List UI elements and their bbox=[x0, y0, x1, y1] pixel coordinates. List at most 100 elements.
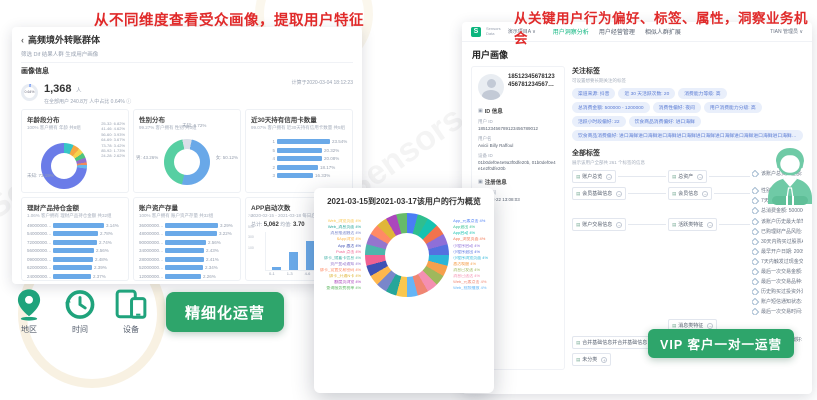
headline-left: 从不同维度查看受众画像，提取用户特征 bbox=[94, 13, 364, 29]
tree-leaf: 最后一次交易时间: 2020-03-09 19:25:09 bbox=[752, 308, 803, 315]
followed-tags: 渠道来源: 抖音近 30 天活跃次数: 20 消费能力等级: 高总消费金额: 50… bbox=[572, 88, 803, 141]
tree-leaf-label: 已购理财产品风险: 中级 bbox=[761, 229, 803, 235]
bar-label: 5 bbox=[272, 147, 275, 153]
tree-node: ▤ 会员基础信息 − bbox=[572, 187, 627, 200]
refined-operation-badge[interactable]: 精细化运营 bbox=[166, 292, 284, 332]
x-tick: 1-3 bbox=[286, 271, 293, 276]
device-icon bbox=[115, 288, 147, 321]
behavior-label: Web_元素点击 4% bbox=[453, 280, 487, 285]
tree-leaf-label: 总消费金额: 500000 - 1200000 bbox=[761, 208, 803, 214]
bar-row: 4 20.08% bbox=[251, 156, 347, 161]
bar bbox=[53, 239, 97, 245]
tree-row: ▤ 未分类 + bbox=[572, 353, 803, 366]
hbar-chart: 36000000… 3.29% 48000000… 3.22% 90000000… 2.5… bbox=[139, 222, 235, 279]
collapse-icon[interactable]: − bbox=[702, 190, 709, 197]
device-label: 设备 bbox=[123, 325, 139, 334]
tag-icon bbox=[752, 238, 760, 245]
bar-label: 49000000… bbox=[27, 222, 51, 228]
tag-icon bbox=[752, 187, 760, 194]
bar-row: 5 20.32% bbox=[251, 147, 347, 153]
collapse-icon[interactable]: − bbox=[616, 190, 623, 197]
tab-相似人群扩展[interactable]: 相似人群扩展 bbox=[644, 30, 681, 36]
bar bbox=[165, 231, 217, 236]
bar-value: 20.32% bbox=[324, 147, 340, 153]
bar-row: 72000000… 2.74% bbox=[27, 239, 123, 245]
collapse-icon[interactable]: − bbox=[697, 173, 704, 180]
folder-icon: ▤ bbox=[576, 339, 581, 345]
tag-icon bbox=[752, 308, 760, 315]
bar-label: 90000000… bbox=[139, 239, 163, 245]
dimension-location: 地区 bbox=[10, 288, 48, 335]
tag-pill: 饮食商品消费偏好: 进口海鲜进口海鲜进口海鲜进口海鲜进口海鲜进口海鲜进口海鲜进口… bbox=[572, 130, 803, 141]
bar-value: 2.26% bbox=[203, 273, 216, 279]
tree-connector bbox=[719, 224, 750, 225]
bar-label: 4 bbox=[272, 156, 275, 161]
collapse-icon[interactable]: − bbox=[606, 173, 613, 180]
behavior-label: 额度页浏览 4% bbox=[334, 280, 362, 285]
bar-row: 49000000… 3.14% bbox=[27, 222, 123, 228]
bar-label: 54000000… bbox=[27, 231, 51, 236]
headline-right: 从关键用户行为偏好、标签、属性，洞察业务机会 bbox=[514, 11, 808, 46]
avg-value: 3.70 bbox=[292, 222, 305, 228]
bar bbox=[277, 164, 318, 170]
expand-icon[interactable]: + bbox=[601, 356, 608, 363]
audience-count: 1,368 bbox=[44, 83, 72, 95]
behavior-label: 消息已送达 4% bbox=[453, 274, 481, 279]
field-label: 设备 ID bbox=[478, 152, 493, 158]
folder-icon: ▤ bbox=[576, 190, 581, 196]
project-selector[interactable]: 演示项目A ∨ bbox=[507, 29, 536, 35]
bar-row: 54000000… 2.78% bbox=[27, 231, 123, 236]
behavior-label: 激活唤醒 4% bbox=[453, 261, 477, 266]
y-tick: 700 bbox=[248, 214, 254, 218]
behavior-label: Web_浏览页面 4% bbox=[327, 219, 362, 224]
donut-callout: 41-46: 4.62% bbox=[101, 126, 125, 132]
tag-icon bbox=[752, 218, 760, 225]
vip-operation-badge[interactable]: VIP 客户一对一运营 bbox=[648, 329, 794, 358]
field-value: 2020-02-22 13:08:03 bbox=[478, 197, 520, 203]
tree-leaf-label: 该账户总资产金额: 208000 bbox=[761, 171, 803, 177]
tab-用户经营管理[interactable]: 用户经营管理 bbox=[598, 30, 635, 36]
tree-node-label: 会员基础信息 bbox=[582, 191, 613, 197]
bar bbox=[165, 256, 204, 262]
tree-node-label: 未分类 bbox=[582, 357, 598, 363]
id-section-title: ID 信息 bbox=[484, 109, 503, 115]
panel-subtitle: 99.27% 客户拥有 性别 共3组 bbox=[139, 125, 197, 130]
donut-callout-right: 女: 50.12% bbox=[215, 155, 238, 160]
panel-title: 理财产品持仓金额 bbox=[27, 205, 79, 212]
tag-icon bbox=[752, 268, 760, 275]
bar-label: 1 bbox=[272, 139, 275, 144]
collapse-icon[interactable]: − bbox=[616, 221, 623, 228]
tree-leaf: 总消费金额: 500000 - 1200000 bbox=[752, 207, 803, 214]
field-value: 185123456789123456789012 bbox=[478, 126, 539, 131]
bar bbox=[53, 231, 98, 236]
donut-callout-left: 男: 43.26% bbox=[136, 155, 159, 160]
bar-value: 2.56% bbox=[208, 239, 221, 245]
behavior-donut-chart bbox=[365, 213, 450, 297]
collapse-icon[interactable]: − bbox=[707, 221, 714, 228]
behavior-labels-right: App_元素点击 4% App退出 4% App启动 4% App_浏览页面 4% 小程… bbox=[453, 219, 488, 291]
tree-leaves: 该账户历史最大单笔交易资产金额: 2500000 已购理财产品风险: 中级 30天内… bbox=[752, 218, 803, 315]
bar bbox=[277, 156, 322, 161]
behavior-label: App 激活 4% bbox=[337, 243, 362, 248]
donut-callout-main: 未知: 73.19% bbox=[27, 173, 54, 178]
tree-leaf-label: 账户短信通知状态: 开通 bbox=[761, 299, 803, 305]
nav-tabs: 用户洞察分析 用户经营管理 相似人群扩展 bbox=[553, 27, 681, 36]
tag-icon bbox=[752, 278, 760, 285]
collapse-icon[interactable]: − bbox=[707, 322, 714, 329]
bar bbox=[165, 222, 218, 228]
tag-pill: 用户消费能力分级: 高 bbox=[703, 102, 762, 113]
bar-row: 09000000… 2.48% bbox=[27, 256, 123, 262]
tab-用户洞察分析[interactable]: 用户洞察分析 bbox=[552, 30, 589, 36]
tree-node: ▤ 总资产 − bbox=[668, 170, 708, 183]
y-tick: 500 bbox=[248, 224, 254, 229]
back-icon[interactable]: ‹ bbox=[21, 34, 24, 45]
tree-leaf-label: 最早开户日期: 2009-03-09 11:20:39 bbox=[761, 249, 803, 255]
folder-icon: ▤ bbox=[672, 221, 677, 227]
tree-leaf: 账户短信通知状态: 开通 bbox=[752, 298, 803, 305]
bar bbox=[306, 241, 315, 270]
field-value: 01b0def0e4e9a3f0dfe20b, 01b0def0e4e1e2f0… bbox=[478, 159, 556, 171]
tree-node-label: 总资产 bbox=[678, 174, 694, 180]
user-menu[interactable]: TIAN 管理员 ∨ bbox=[770, 29, 803, 35]
field-label: 用户名 bbox=[478, 135, 492, 141]
bar-row: 34000000… 2.43% bbox=[139, 248, 235, 253]
